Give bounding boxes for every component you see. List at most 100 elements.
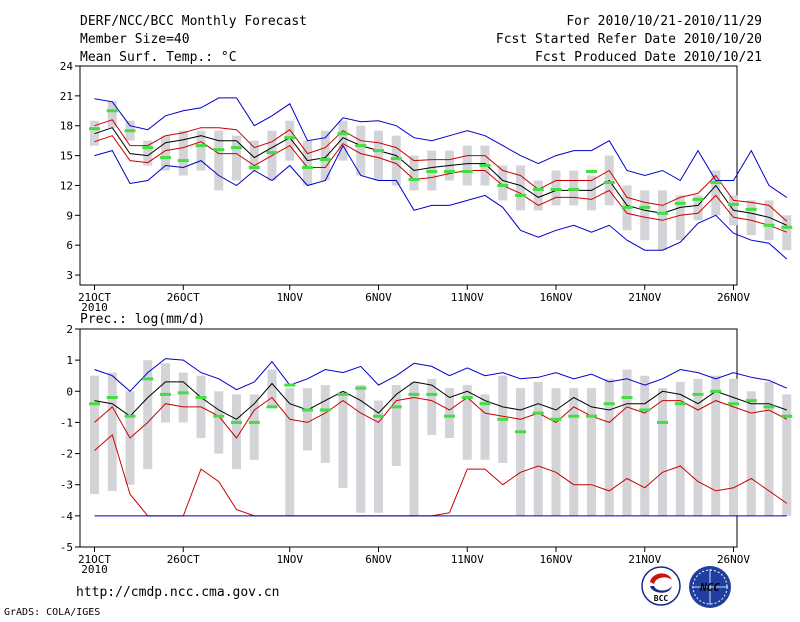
prec-spread-box bbox=[729, 378, 738, 516]
prec-series-lower bbox=[94, 434, 788, 517]
prec-ytick-label: -3 bbox=[60, 479, 73, 492]
prec-spread-box bbox=[90, 375, 99, 495]
prec-spread-box bbox=[338, 391, 348, 488]
prec-spread-box bbox=[675, 381, 685, 516]
bcc-logo-ring bbox=[641, 566, 681, 606]
prec-plot-frame bbox=[79, 328, 738, 548]
temp-ytick-label: 24 bbox=[60, 60, 74, 73]
temp-obs-mark bbox=[337, 132, 349, 136]
temp-obs-mark bbox=[586, 170, 597, 174]
prec-xtick-label: 6NOV bbox=[365, 553, 392, 566]
ncc-logo-text: NCC bbox=[699, 581, 720, 594]
prec-obs-mark bbox=[302, 408, 313, 412]
temp-obs-mark bbox=[745, 207, 757, 211]
temp-spread-box bbox=[107, 100, 117, 128]
temp-obs-mark bbox=[674, 201, 686, 205]
prec-ytick-label: -5 bbox=[60, 541, 73, 554]
temp-xtick-label: 26OCT bbox=[167, 291, 200, 304]
prec-ytick-label: -1 bbox=[60, 416, 73, 429]
temp-obs-mark bbox=[621, 205, 633, 209]
prec-xtick-label: 1NOV bbox=[277, 553, 304, 566]
prec-spread-box bbox=[604, 378, 614, 516]
temp-ytick-label: 15 bbox=[60, 150, 73, 163]
grads-credit: GrADS: COLA/IGES bbox=[4, 607, 100, 618]
temp-spread-box bbox=[746, 200, 756, 236]
prec-obs-mark bbox=[195, 396, 207, 400]
prec-xtick-label: 26OCT bbox=[167, 553, 200, 566]
prec-spread-box bbox=[303, 388, 312, 451]
prec-obs-mark bbox=[89, 402, 100, 406]
prec-spread-box bbox=[516, 388, 525, 516]
temp-ytick-label: 9 bbox=[66, 209, 73, 222]
prec-obs-mark bbox=[550, 417, 562, 421]
temp-obs-mark bbox=[710, 180, 722, 184]
prec-spread-box bbox=[782, 394, 792, 516]
precip-variable-label: Prec.: log(mm/d) bbox=[80, 312, 205, 327]
prec-obs-mark bbox=[231, 420, 242, 424]
temp-spread-box bbox=[161, 135, 170, 171]
temp-obs-mark bbox=[515, 193, 526, 197]
temp-spread-box bbox=[391, 135, 401, 186]
prec-obs-mark bbox=[248, 420, 260, 424]
temp-obs-mark bbox=[408, 177, 420, 181]
prec-spread-box bbox=[409, 381, 419, 516]
temp-series-upper bbox=[94, 119, 788, 222]
temp-xtick-label: 21NOV bbox=[628, 291, 661, 304]
temp-spread-box bbox=[320, 130, 330, 181]
temp-xtick-label: 21OCT bbox=[78, 291, 111, 304]
temp-spread-box bbox=[711, 170, 721, 216]
prec-xtick-label: 21NOV bbox=[628, 553, 661, 566]
source-url[interactable]: http://cmdp.ncc.cma.gov.cn bbox=[76, 585, 280, 600]
prec-spread-box bbox=[214, 391, 224, 454]
temp-spread-box bbox=[498, 165, 508, 201]
ncc-logo-grid bbox=[692, 569, 728, 605]
prec-spread-box bbox=[711, 375, 721, 516]
temp-obs-mark bbox=[781, 225, 793, 229]
prec-obs-mark bbox=[568, 414, 580, 418]
prec-obs-mark bbox=[674, 402, 686, 406]
prec-obs-mark bbox=[781, 414, 793, 418]
temp-obs-mark bbox=[106, 109, 118, 113]
prec-obs-mark bbox=[444, 414, 455, 418]
temp-ytick-label: 3 bbox=[66, 269, 73, 282]
prec-ytick-label: 2 bbox=[66, 323, 73, 336]
temp-obs-mark bbox=[390, 157, 402, 161]
temp-spread-box bbox=[356, 125, 366, 176]
temp-spread-box bbox=[675, 195, 685, 241]
temp-obs-mark bbox=[550, 187, 562, 191]
temp-obs-mark bbox=[657, 211, 668, 215]
temp-spread-box bbox=[374, 130, 383, 181]
prec-obs-mark bbox=[373, 414, 384, 418]
prec-obs-mark bbox=[142, 377, 154, 381]
temp-spread-box bbox=[533, 180, 543, 211]
temp-ytick-label: 21 bbox=[60, 90, 73, 103]
prec-spread-box bbox=[693, 378, 703, 516]
prec-obs-mark bbox=[106, 396, 118, 400]
temp-spread-box bbox=[782, 215, 792, 251]
prec-obs-mark bbox=[408, 392, 420, 396]
temp-obs-mark bbox=[124, 129, 136, 133]
temp-series-mean bbox=[94, 127, 788, 226]
temp-spread-box bbox=[587, 175, 596, 211]
prec-obs-mark bbox=[763, 405, 775, 409]
prec-obs-mark bbox=[603, 402, 615, 406]
prec-spread-box bbox=[445, 388, 454, 438]
prec-obs-mark bbox=[284, 383, 296, 387]
prec-obs-mark bbox=[515, 430, 526, 434]
prec-ytick-label: -4 bbox=[60, 510, 74, 523]
prec-spread-box bbox=[356, 385, 366, 513]
temp-obs-mark bbox=[89, 127, 100, 131]
prec-obs-mark bbox=[710, 389, 722, 393]
temp-obs-mark bbox=[302, 166, 313, 170]
temp-spread-box bbox=[693, 195, 703, 221]
temp-obs-mark bbox=[266, 151, 278, 155]
prec-obs-mark bbox=[497, 417, 509, 421]
prec-obs-mark bbox=[657, 420, 668, 424]
temp-obs-mark bbox=[568, 187, 580, 191]
ncc-logo: NCC bbox=[689, 566, 731, 608]
prec-spread-box bbox=[480, 394, 490, 460]
prec-spread-box bbox=[569, 388, 579, 516]
prec-obs-mark bbox=[692, 392, 704, 396]
prec-spread-box bbox=[161, 363, 170, 423]
